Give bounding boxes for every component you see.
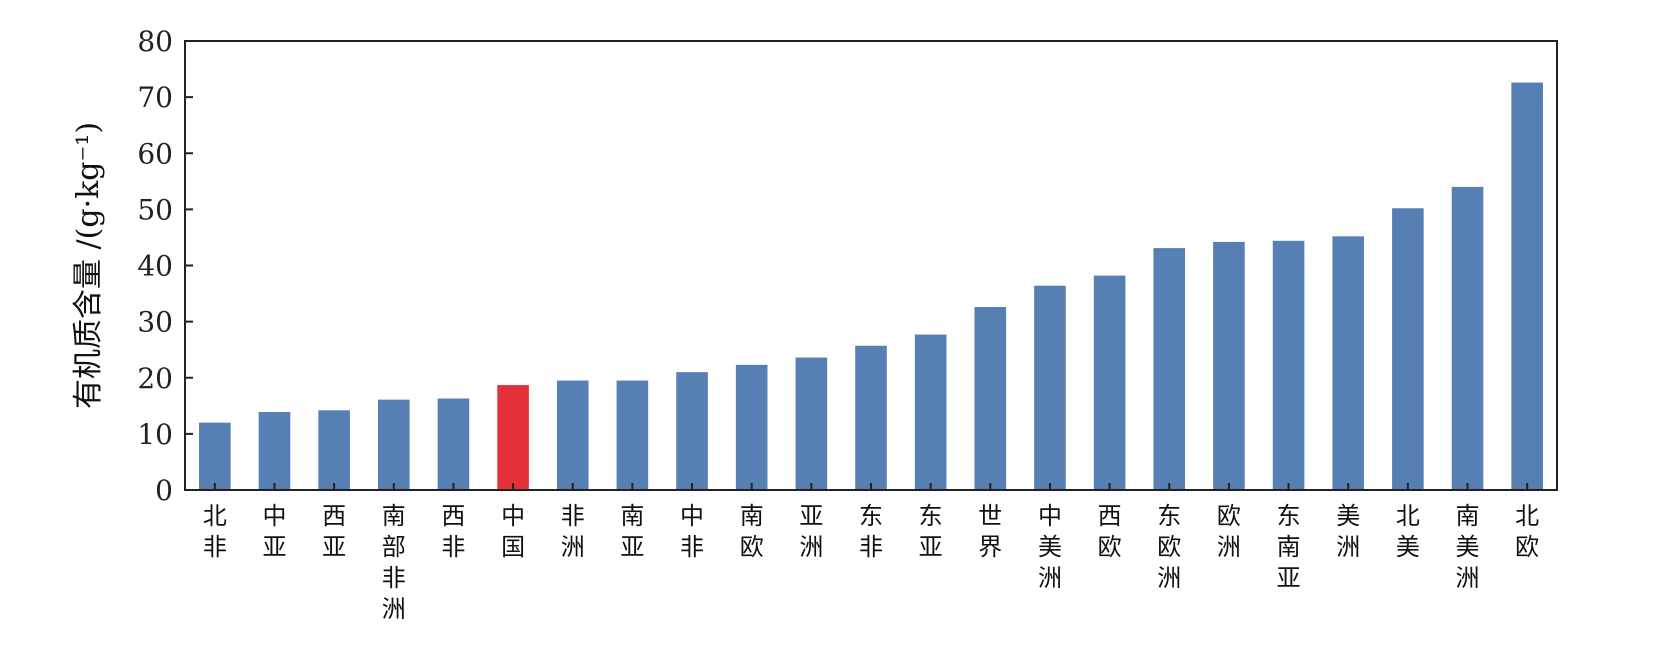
bar-14	[1034, 285, 1066, 490]
bar-10	[795, 357, 828, 490]
bar-19	[1332, 236, 1365, 490]
bar-0	[199, 422, 231, 490]
x-category-label: 南欧	[740, 502, 764, 561]
x-category-label: 北非	[203, 502, 227, 561]
y-tick-label: 40	[137, 250, 173, 283]
y-tick-label: 10	[137, 418, 173, 451]
bar-20	[1392, 208, 1424, 490]
bar-1	[258, 411, 291, 490]
x-category-label: 美洲	[1336, 502, 1360, 561]
y-tick-label: 70	[137, 81, 173, 114]
x-category-label: 东非	[859, 502, 883, 561]
x-category-label: 西欧	[1098, 502, 1122, 561]
x-category-label: 西非	[441, 502, 465, 561]
x-category-label: 东南亚	[1277, 502, 1301, 592]
x-category-label: 中非	[680, 502, 704, 561]
x-category-label: 西亚	[322, 502, 346, 561]
x-category-label: 亚洲	[799, 502, 823, 561]
bar-5	[497, 385, 529, 490]
bars	[199, 82, 1543, 491]
plot-frame	[184, 40, 1558, 491]
x-category-label: 非洲	[561, 502, 585, 561]
bar-7	[616, 380, 649, 490]
bar-4	[437, 398, 470, 490]
y-tick-label: 50	[137, 193, 173, 226]
bar-9	[735, 364, 768, 490]
y-tick-label: 20	[137, 362, 173, 395]
bar-15	[1093, 275, 1126, 490]
x-category-label: 南美洲	[1456, 502, 1480, 592]
bar-11	[855, 345, 887, 490]
x-category-label: 中美洲	[1038, 502, 1062, 592]
y-axis-title: 有机质含量 /(g·kg⁻¹)	[71, 122, 106, 409]
x-category-label: 南亚	[620, 502, 644, 561]
y-axis-ticks: 0 10 20 30 40 50 60 70 80	[137, 25, 193, 507]
x-category-label: 世界	[978, 502, 1002, 561]
x-category-label: 东欧洲	[1157, 502, 1181, 592]
x-category-label: 北美	[1396, 502, 1420, 561]
bar-12	[914, 334, 947, 490]
y-tick-label: 80	[137, 25, 173, 58]
x-category-label: 中亚	[262, 502, 286, 561]
bar-8	[676, 372, 708, 490]
x-category-label: 欧洲	[1217, 502, 1241, 561]
bar-18	[1272, 240, 1305, 490]
y-tick-label: 30	[137, 306, 173, 339]
bar-2	[318, 410, 350, 490]
bar-6	[556, 380, 589, 490]
y-tick-label: 0	[155, 474, 173, 507]
bar-22	[1511, 82, 1543, 490]
y-tick-label: 60	[137, 137, 173, 170]
bar-21	[1451, 186, 1484, 491]
bar-16	[1153, 248, 1186, 490]
bar-13	[974, 307, 1007, 490]
x-category-label: 东亚	[919, 502, 943, 561]
x-category-label: 北欧	[1515, 502, 1539, 561]
x-category-label: 南部非洲	[382, 502, 406, 623]
bar-3	[377, 399, 410, 490]
bar-17	[1213, 241, 1245, 490]
x-category-label: 中国	[501, 502, 525, 561]
